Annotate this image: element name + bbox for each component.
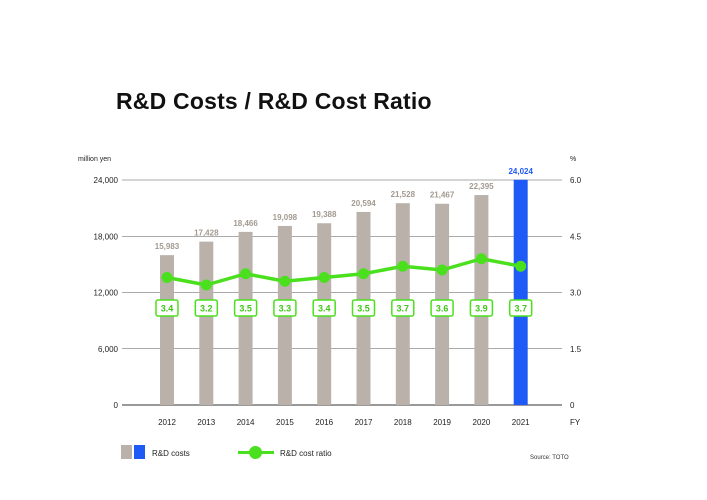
left-tick-label: 0 <box>114 401 119 410</box>
ratio-label-box <box>469 299 494 317</box>
ratio-point <box>240 268 252 280</box>
legend-bar-label: R&D costs <box>152 449 190 458</box>
bar-value-label: 19,098 <box>273 213 298 222</box>
legend-swatch-gray <box>121 445 132 459</box>
left-axis-unit: million yen <box>78 156 111 163</box>
category-label: 2013 <box>197 418 215 427</box>
bar <box>513 179 528 405</box>
legend: R&D costs R&D cost ratio Source: TOTO <box>118 445 588 465</box>
ratio-point <box>515 260 527 272</box>
ratio-line <box>161 253 527 291</box>
right-tick-label: 3.0 <box>570 289 582 298</box>
x-axis-label: FY <box>570 418 581 427</box>
bar-value-label: 18,466 <box>233 219 258 228</box>
ratio-value-label: 3.4 <box>161 304 174 314</box>
bar-value-label: 21,528 <box>391 190 416 199</box>
axes: 0 6,000 12,000 18,000 24,000 0 1.5 3.0 4.5 6.0 mil… <box>78 156 582 427</box>
legend-line-label: R&D cost ratio <box>280 449 332 458</box>
category-label: 2017 <box>355 418 373 427</box>
category-label: 2015 <box>276 418 294 427</box>
category-label: 2018 <box>394 418 412 427</box>
ratio-point <box>397 260 409 272</box>
category-label: 2020 <box>473 418 491 427</box>
ratio-label-box <box>430 299 454 317</box>
ratio-value-label: 3.9 <box>475 304 488 314</box>
ratio-label-box <box>351 299 376 317</box>
left-tick-label: 18,000 <box>94 232 119 241</box>
right-tick-label: 4.5 <box>570 232 582 241</box>
category-label: 2012 <box>158 418 176 427</box>
bar-labels: 15,983 17,428 18,466 19,098 19,388 20,594 21,5… <box>155 167 534 251</box>
ratio-value-label: 3.5 <box>357 304 370 314</box>
ratio-point <box>318 272 330 283</box>
category-label: 2019 <box>433 418 451 427</box>
grid <box>122 179 562 406</box>
category-label: 2021 <box>512 418 530 427</box>
category-label: 2016 <box>315 418 333 427</box>
bar-value-label: 20,594 <box>351 199 376 208</box>
ratio-point <box>279 275 291 287</box>
ratio-label-box <box>312 299 336 317</box>
ratio-value-label: 3.4 <box>318 304 331 314</box>
ratio-label-box <box>194 299 219 317</box>
right-tick-label: 0 <box>570 401 575 410</box>
ratio-label-box <box>391 299 415 317</box>
ratio-polyline <box>166 257 522 287</box>
right-axis-unit: % <box>570 156 576 163</box>
ratio-point <box>200 279 212 291</box>
bar-value-label: 21,467 <box>430 191 455 200</box>
bar <box>160 255 174 405</box>
bar <box>238 231 253 405</box>
ratio-value-label: 3.6 <box>436 304 449 314</box>
left-tick-label: 24,000 <box>94 176 119 185</box>
right-tick-label: 6.0 <box>570 176 582 185</box>
ratio-value-label: 3.3 <box>279 304 292 314</box>
bar <box>199 241 214 405</box>
ratio-point <box>436 264 448 276</box>
ratio-value-label: 3.7 <box>397 304 410 314</box>
bar-value-label: 15,983 <box>155 242 180 251</box>
ratio-point <box>161 272 173 283</box>
ratio-label-box <box>155 299 179 317</box>
bar-value-label: 24,024 <box>508 167 533 176</box>
left-tick-label: 12,000 <box>94 289 119 298</box>
bar-value-label: 19,388 <box>312 210 337 219</box>
bar-value-label: 17,428 <box>194 229 219 238</box>
ratio-point <box>358 268 369 280</box>
ratio-label-box <box>233 299 258 317</box>
legend-swatch-blue <box>134 445 145 459</box>
bar-value-label: 22,395 <box>469 182 494 191</box>
ratio-value-label: 3.5 <box>239 304 252 314</box>
ratio-labels: 3.4 3.2 3.5 3.3 3.4 3.5 3.7 3.6 3.9 3.7 <box>155 299 533 317</box>
ratio-value-label: 3.7 <box>514 304 527 314</box>
ratio-label-box <box>273 299 297 317</box>
ratio-label-box <box>508 299 533 317</box>
left-tick-label: 6,000 <box>98 345 119 354</box>
source-note: Source: TOTO <box>530 455 569 461</box>
category-label: 2014 <box>237 418 255 427</box>
ratio-point <box>475 253 487 265</box>
legend-line-marker <box>249 446 262 459</box>
chart-title: R&D Costs / R&D Cost Ratio <box>116 88 432 114</box>
ratio-value-label: 3.2 <box>200 304 213 314</box>
right-tick-label: 1.5 <box>570 345 582 354</box>
